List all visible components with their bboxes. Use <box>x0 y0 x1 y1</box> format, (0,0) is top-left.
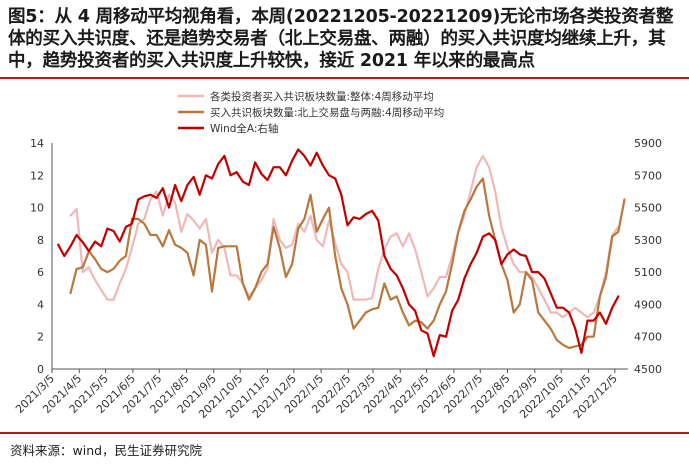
left-y-tick-label: 10 <box>30 202 44 215</box>
left-y-tick-label: 8 <box>37 234 44 247</box>
source-note: 资料来源：wind，民生证券研究院 <box>10 443 203 458</box>
series-line-wind <box>57 148 620 358</box>
legend-label-all: 各类投资者买入共识板块数量:整体:4周移动平均 <box>210 90 434 103</box>
left-y-tick-label: 12 <box>30 169 44 182</box>
title-divider <box>0 77 689 79</box>
right-y-tick-label: 5500 <box>634 202 662 215</box>
chart-title: 图5：从 4 周移动平均视角看，本周(20221205-20221209)无论市… <box>8 7 674 71</box>
legend-label-wind: Wind全A:右轴 <box>210 122 278 135</box>
right-y-tick-label: 5100 <box>634 266 662 279</box>
right-y-tick-label: 4900 <box>634 298 662 311</box>
right-y-tick-label: 5700 <box>634 169 662 182</box>
line-chart: 0 2 4 6 8 10 12 14 4500 4700 4900 5100 5300 5500 5700 5… <box>13 90 662 421</box>
right-y-tick-label: 4500 <box>634 363 662 376</box>
right-y-tick-label: 4700 <box>634 331 662 344</box>
left-y-tick-label: 4 <box>37 298 44 311</box>
right-y-tick-label: 5300 <box>634 234 662 247</box>
source-divider <box>0 432 689 434</box>
right-y-tick-label: 5900 <box>634 137 662 150</box>
left-y-tick-label: 6 <box>37 266 44 279</box>
left-y-tick-label: 2 <box>37 331 44 344</box>
legend-label-trend: 买入共识板块数量:北上交易盘与两融:4周移动平均 <box>210 106 444 119</box>
series-line-trend <box>69 177 626 350</box>
series-line-all <box>69 154 620 319</box>
left-y-tick-label: 14 <box>30 137 44 150</box>
left-y-tick-label: 0 <box>37 363 44 376</box>
